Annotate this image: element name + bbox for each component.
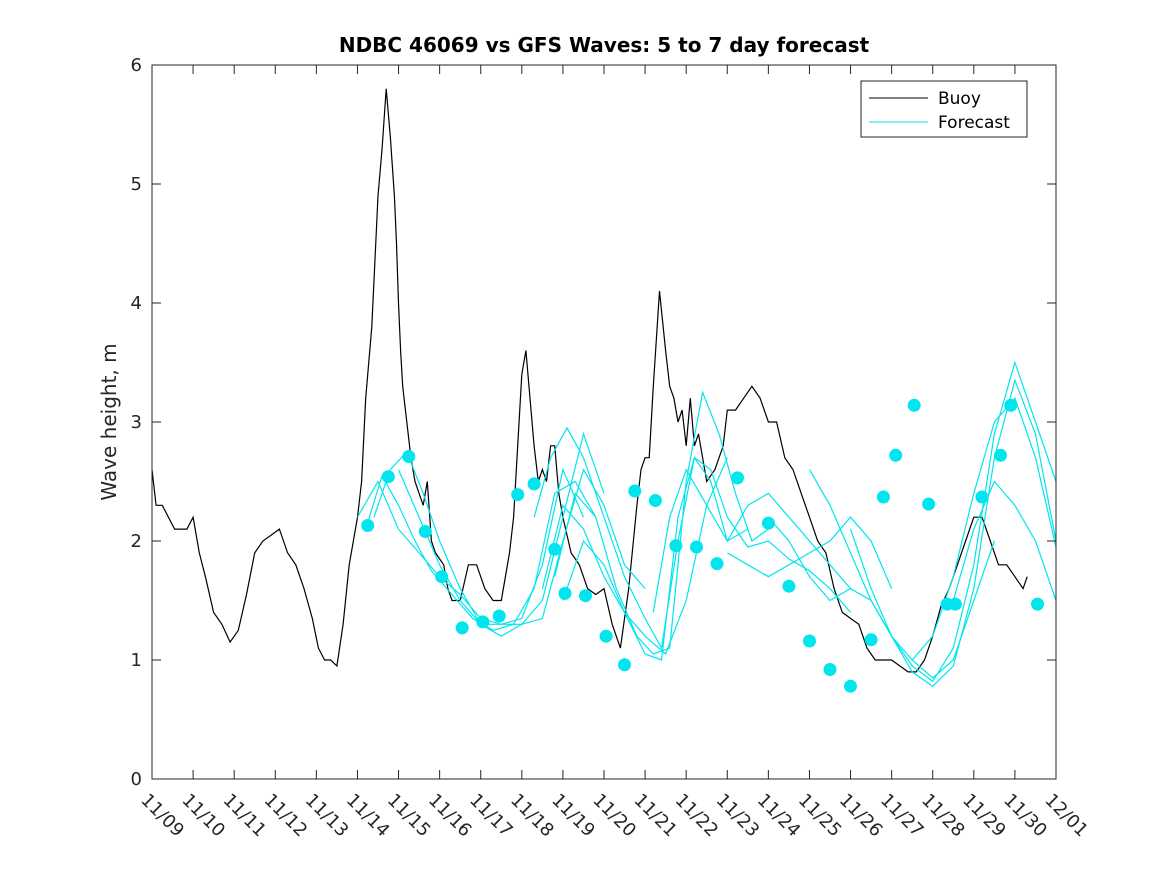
clipped-series (152, 88, 1056, 693)
forecast-marker (922, 497, 936, 511)
series-layer (152, 88, 1056, 693)
forecast-marker (876, 490, 890, 504)
forecast-marker (402, 450, 416, 463)
forecast-line-2 (365, 474, 597, 631)
forecast-marker (823, 663, 837, 676)
forecast-marker (361, 519, 375, 532)
forecast-marker (618, 658, 631, 672)
forecast-line-14 (911, 397, 1056, 661)
forecast-marker (669, 539, 683, 553)
forecast-marker (710, 557, 724, 571)
forecast-marker (1031, 597, 1044, 611)
forecast-marker (435, 570, 449, 584)
y-tick-label: 1 (131, 650, 142, 671)
forecast-marker (527, 477, 541, 491)
legend-label-forecast: Forecast (938, 113, 1010, 133)
forecast-line-10 (726, 516, 893, 589)
forecast-line-12 (808, 360, 1056, 683)
forecast-marker (844, 679, 857, 693)
forecast-marker (761, 516, 775, 530)
forecast-marker (648, 494, 662, 507)
y-tick-label: 5 (131, 174, 142, 195)
forecast-marker (948, 597, 962, 611)
forecast-marker (864, 633, 878, 647)
y-tick-label: 4 (131, 293, 142, 314)
forecast-marker (455, 621, 469, 635)
y-tick-label: 3 (131, 412, 142, 433)
forecast-marker (492, 609, 506, 623)
forecast-marker (599, 629, 613, 643)
forecast-marker (579, 589, 592, 603)
y-tick-label: 0 (131, 769, 142, 790)
forecast-marker (558, 586, 572, 600)
forecast-marker (803, 634, 816, 648)
y-axis-label: Wave height, m (97, 343, 121, 500)
legend-label-buoy: Buoy (938, 89, 981, 109)
forecast-marker (476, 615, 490, 629)
forecast-marker (381, 470, 395, 484)
forecast-line-8 (562, 456, 851, 661)
forecast-marker (889, 448, 903, 462)
forecast-marker (690, 540, 703, 554)
chart-title: NDBC 46069 vs GFS Waves: 5 to 7 day fore… (339, 33, 870, 57)
forecast-line-7 (554, 390, 769, 655)
y-tick-label: 6 (131, 55, 142, 76)
forecast-line-4 (397, 468, 646, 625)
forecast-marker (1004, 398, 1018, 412)
forecast-marker (994, 448, 1007, 462)
forecast-marker (907, 398, 921, 412)
forecast-line-13 (849, 378, 1056, 687)
forecast-marker (511, 488, 525, 502)
y-tick-label: 2 (131, 531, 142, 552)
forecast-marker (782, 579, 796, 593)
legend-box (860, 80, 1028, 138)
forecast-marker (418, 525, 432, 538)
forecast-marker (975, 490, 989, 504)
forecast-line-15 (952, 480, 1056, 601)
forecast-marker (731, 471, 744, 485)
buoy-line (152, 88, 1028, 673)
forecast-marker (628, 484, 642, 498)
legend: Buoy Forecast (860, 80, 1028, 138)
forecast-line-5 (533, 426, 749, 650)
forecast-marker (548, 542, 562, 556)
